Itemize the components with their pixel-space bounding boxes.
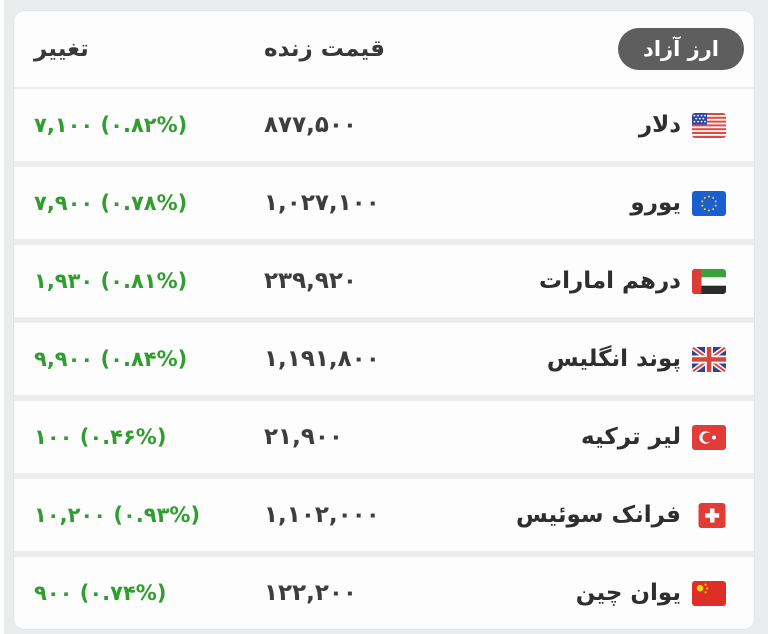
currency-name: دلار [638,112,681,138]
currency-name: درهم امارات [538,268,681,294]
row-divider [14,395,754,401]
table-row[interactable]: پوند انگلیس ۱,۱۹۱,۸۰۰ ۹,۹۰۰ (۰.۸۴%) [14,323,754,395]
table-row[interactable]: درهم امارات ۲۳۹,۹۲۰ ۱,۹۳۰ (۰.۸۱%) [14,245,754,317]
switzerland-flag-icon [692,502,726,528]
header-divider [14,87,754,89]
table-row[interactable]: لیر ترکیه ۲۱,۹۰۰ ۱۰۰ (۰.۴۶%) [14,401,754,473]
live-price-value: ۱,۱۰۲,۰۰۰ [264,502,380,528]
uk-flag-icon [692,346,726,372]
row-divider [14,473,754,479]
price-change-value: ۷,۹۰۰ (۰.۷۸%) [34,191,188,215]
live-price-value: ۱,۰۲۷,۱۰۰ [264,190,380,216]
currency-rates-card: ارز آزاد قیمت زنده تغییر دلار ۸۷۷,۵۰۰ ۷,… [13,10,755,630]
china-flag-icon [692,580,726,606]
row-divider [14,161,754,167]
free-currency-tab[interactable]: ارز آزاد [618,28,744,70]
row-divider [14,629,754,630]
table-row[interactable]: یوان چین ۱۲۲,۲۰۰ ۹۰۰ (۰.۷۴%) [14,557,754,629]
currency-name: پوند انگلیس [546,346,681,372]
eu-flag-icon [692,190,726,216]
currency-name: لیر ترکیه [581,424,681,450]
currency-table: دلار ۸۷۷,۵۰۰ ۷,۱۰۰ (۰.۸۲%) یورو ۱,۰۲۷,۱۰… [14,89,754,630]
price-change-value: ۷,۱۰۰ (۰.۸۲%) [34,113,188,137]
row-divider [14,239,754,245]
table-row[interactable]: دلار ۸۷۷,۵۰۰ ۷,۱۰۰ (۰.۸۲%) [14,89,754,161]
price-change-value: ۱,۹۳۰ (۰.۸۱%) [34,269,188,293]
currency-name: فرانک سوئیس [515,502,681,528]
currency-name: یورو [630,190,681,216]
price-change-value: ۹۰۰ (۰.۷۴%) [34,581,167,605]
app-background: ارز آزاد قیمت زنده تغییر دلار ۸۷۷,۵۰۰ ۷,… [4,0,768,634]
live-price-value: ۱۲۲,۲۰۰ [264,580,357,606]
change-column-header: تغییر [34,36,89,62]
live-price-value: ۲۳۹,۹۲۰ [264,268,357,294]
table-row[interactable]: یورو ۱,۰۲۷,۱۰۰ ۷,۹۰۰ (۰.۷۸%) [14,167,754,239]
table-row[interactable]: فرانک سوئیس ۱,۱۰۲,۰۰۰ ۱۰,۲۰۰ (۰.۹۳%) [14,479,754,551]
row-divider [14,317,754,323]
price-change-value: ۹,۹۰۰ (۰.۸۴%) [34,347,188,371]
live-price-value: ۸۷۷,۵۰۰ [264,112,357,138]
live-price-value: ۲۱,۹۰۰ [264,424,343,450]
price-change-value: ۱۰۰ (۰.۴۶%) [34,425,167,449]
row-divider [14,551,754,557]
live-price-value: ۱,۱۹۱,۸۰۰ [264,346,380,372]
us-flag-icon [692,112,726,138]
currency-name: یوان چین [575,580,681,606]
uae-flag-icon [692,268,726,294]
turkey-flag-icon [692,424,726,450]
table-header: ارز آزاد قیمت زنده تغییر [14,11,754,87]
price-change-value: ۱۰,۲۰۰ (۰.۹۳%) [34,503,201,527]
live-price-column-header: قیمت زنده [264,36,385,62]
